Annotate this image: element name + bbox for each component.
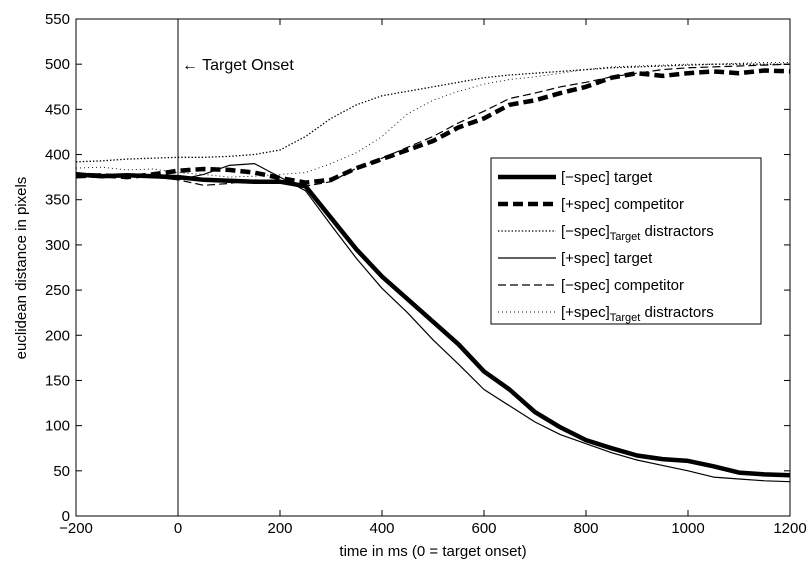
axis-layer: −200 0 200 400 600 800 1000 1200050100150200250… (45, 11, 807, 537)
legend-label-6: [+spec]Target distractors (561, 304, 714, 324)
x-tick-label: 400 (369, 520, 394, 537)
y-tick-label: 0 (62, 508, 70, 525)
target-onset-annotation: ← Target Onset (182, 57, 294, 74)
y-axis-label: euclidean distance in pixels (13, 177, 30, 360)
series-line-4 (75, 163, 791, 483)
y-tick-label: 550 (45, 11, 70, 28)
series-line-1 (75, 172, 791, 478)
y-tick-label: 200 (45, 327, 70, 344)
legend-label-2: [+spec] competitor (561, 196, 684, 213)
x-tick-label: −200 (59, 520, 93, 537)
x-tick-label: 0 (174, 520, 182, 537)
y-tick-label: 400 (45, 147, 70, 164)
legend-label-3: [−spec]Target distractors (561, 223, 714, 243)
y-tick-label: 500 (45, 56, 70, 73)
legend: [−spec] target [+spec] competitor [−spec]T… (490, 157, 762, 325)
y-tick-label: 300 (45, 237, 70, 254)
x-tick-label: 1200 (773, 520, 806, 537)
data-layer (75, 61, 791, 483)
y-tick-label: 100 (45, 418, 70, 435)
x-axis-label: time in ms (0 = target onset) (339, 543, 526, 560)
y-tick-label: 350 (45, 192, 70, 209)
x-tick-label: 200 (267, 520, 292, 537)
series-line-2 (75, 68, 791, 185)
legend-label-4: [+spec] target (561, 250, 653, 267)
series-line-6 (75, 61, 790, 178)
x-tick-label: 1000 (671, 520, 704, 537)
legend-label-1: [−spec] target (561, 169, 653, 186)
x-tick-label: 600 (471, 520, 496, 537)
legend-box (490, 157, 762, 325)
x-tick-label: 800 (573, 520, 598, 537)
y-tick-label: 50 (53, 463, 70, 480)
series-line-5 (75, 63, 791, 187)
y-tick-label: 250 (45, 282, 70, 299)
series-line-3 (75, 63, 790, 163)
legend-label-5: [−spec] competitor (561, 277, 684, 294)
y-tick-label: 150 (45, 372, 70, 389)
y-tick-label: 450 (45, 101, 70, 118)
